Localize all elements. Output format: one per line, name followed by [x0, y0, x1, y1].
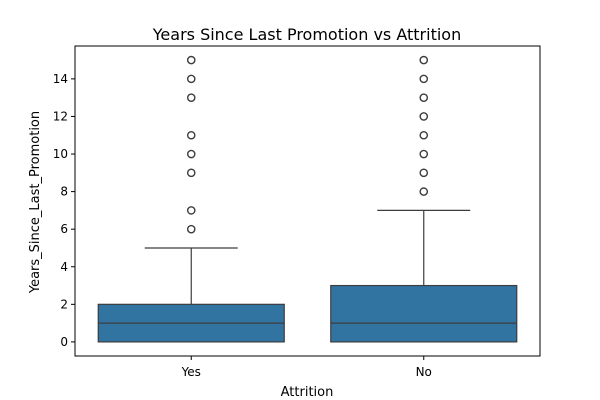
outlier-point — [419, 74, 429, 84]
outlier-point — [419, 93, 429, 102]
outlier-point — [419, 55, 429, 65]
outlier-point — [419, 149, 429, 159]
outlier-point — [186, 149, 196, 159]
outlier-point — [186, 93, 196, 102]
chart-title: Years Since Last Promotion vs Attrition — [152, 25, 461, 44]
y-tick-label: 4 — [60, 260, 68, 274]
box-iqr — [330, 284, 518, 343]
y-tick-label: 14 — [53, 72, 68, 86]
x-tick-label: Yes — [181, 365, 201, 379]
outlier-point — [419, 187, 429, 196]
outlier-point — [419, 168, 429, 178]
outlier-point — [186, 168, 196, 178]
y-tick-label: 8 — [60, 185, 68, 199]
y-tick-label: 10 — [53, 147, 68, 161]
outlier-point — [186, 206, 196, 215]
outlier-point — [186, 74, 196, 84]
outlier-point — [186, 224, 196, 234]
plot-area: 0 2 4 6 8 10 12 14 Yes No — [53, 45, 541, 379]
outlier-point — [419, 130, 429, 140]
y-tick-label: 2 — [60, 297, 68, 311]
x-tick-label: No — [416, 365, 432, 379]
y-tick-label: 12 — [53, 109, 68, 123]
y-axis-label: Years_Since_Last_Promotion — [28, 111, 43, 294]
outlier-point — [186, 130, 196, 140]
y-tick-label: 6 — [60, 222, 68, 236]
x-axis-label: Attrition — [281, 385, 334, 400]
y-tick-label: 0 — [60, 335, 68, 349]
outlier-point — [186, 55, 196, 65]
outlier-point — [419, 112, 429, 121]
plot-frame — [74, 45, 541, 357]
